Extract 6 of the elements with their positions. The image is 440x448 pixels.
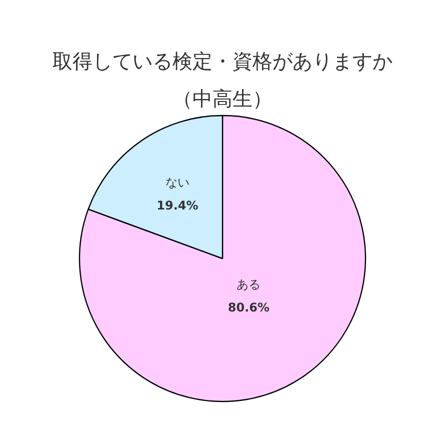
slice-label: ない — [165, 176, 190, 190]
slice-label: ある — [236, 278, 261, 292]
chart-title: 取得している検定・資格がありますか — [52, 49, 392, 74]
data-label: 80.6% — [228, 300, 270, 314]
chart-subtitle: （中高生） — [172, 86, 272, 110]
data-label: 19.4% — [156, 198, 198, 212]
